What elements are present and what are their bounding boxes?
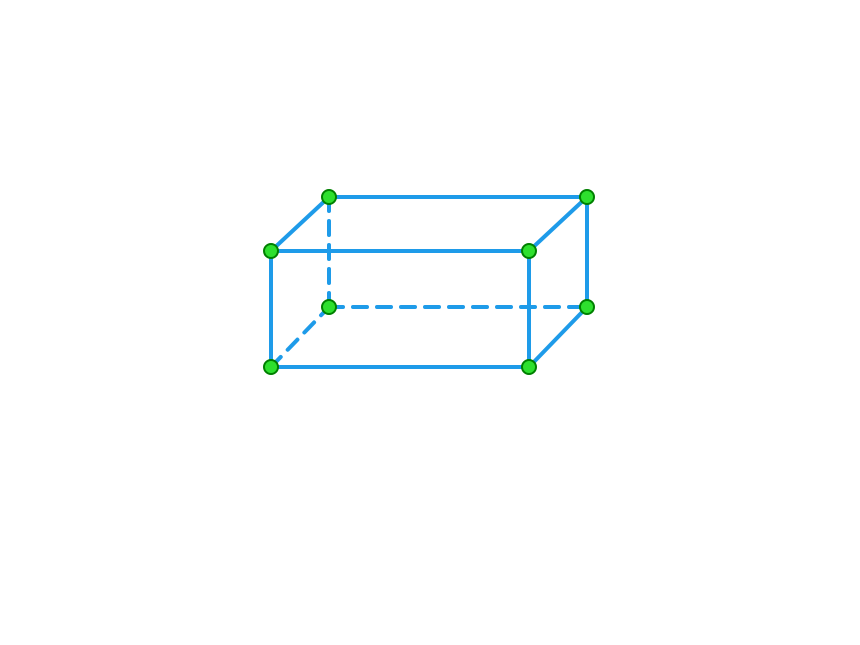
cuboid-vertex [264,244,278,258]
cuboid-edge [271,307,329,367]
cuboid-vertex [580,300,594,314]
cuboid-edge [271,197,329,251]
cuboid-vertex [522,244,536,258]
cuboid-vertex [522,360,536,374]
cuboid-vertex [264,360,278,374]
cuboid-vertex [322,300,336,314]
cuboid-edge [529,197,587,251]
cuboid-diagram [0,0,860,645]
cuboid-edge [529,307,587,367]
cuboid-vertex [322,190,336,204]
cuboid-vertex [580,190,594,204]
